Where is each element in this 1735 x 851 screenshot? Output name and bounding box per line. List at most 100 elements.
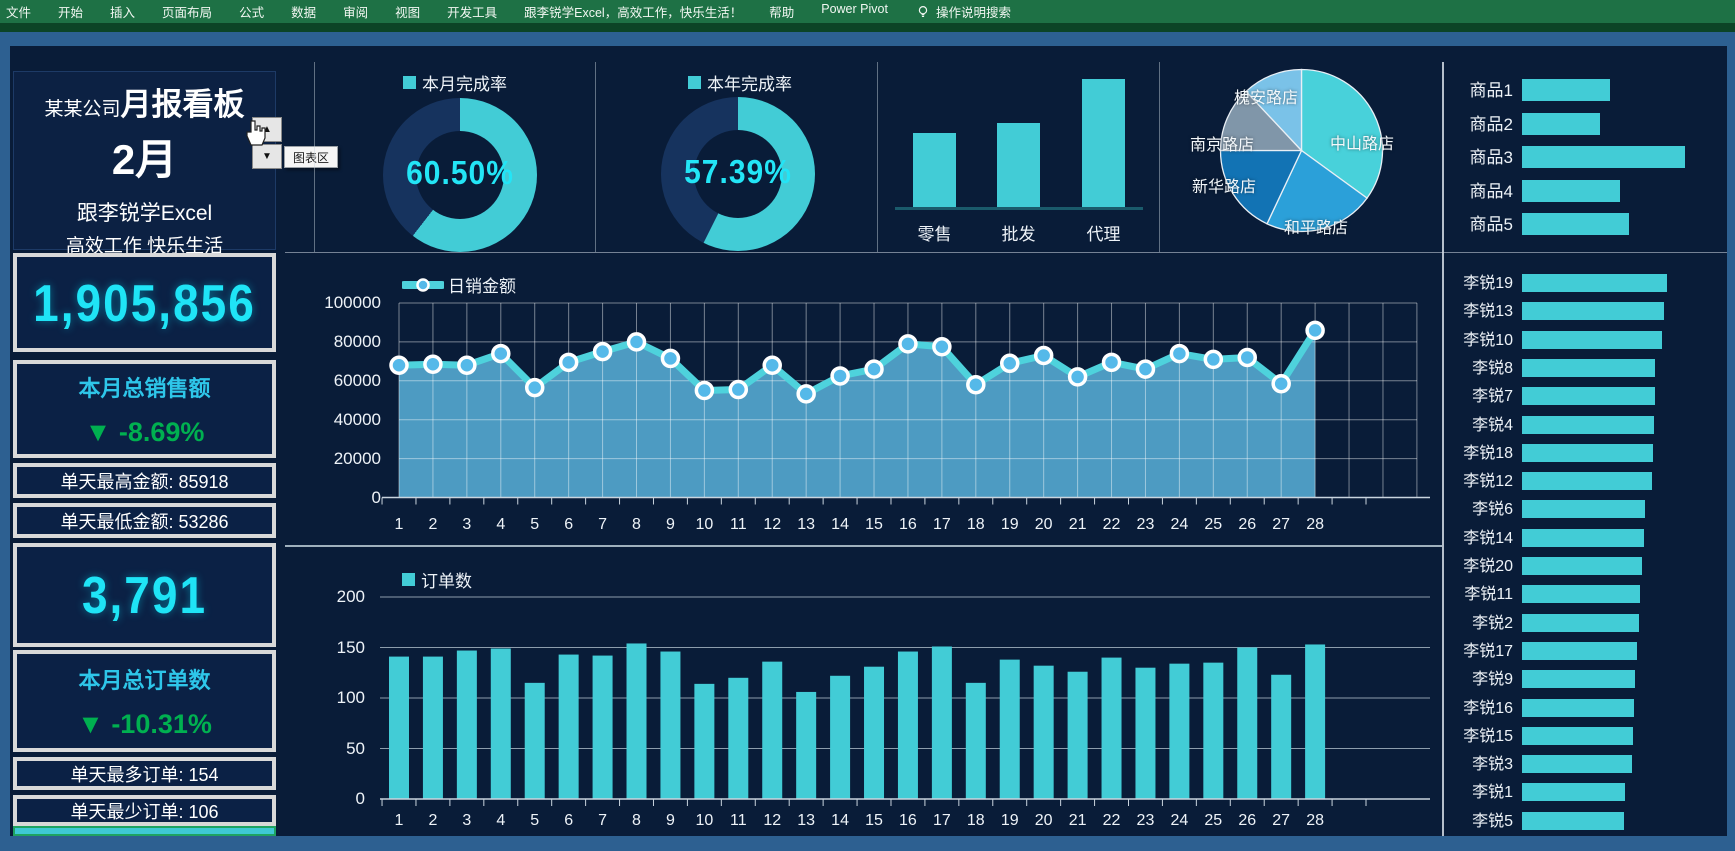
sales-area	[399, 330, 1316, 498]
channel-bar-chart[interactable]: 零售 批发 代理	[877, 62, 1159, 252]
order-bar	[1067, 671, 1088, 799]
tell-me-search[interactable]: 操作说明搜索	[915, 2, 1011, 21]
ribbon-tab[interactable]: 帮助	[769, 6, 795, 20]
y-tick-label: 100000	[324, 293, 381, 312]
y-tick-label: 0	[371, 487, 381, 507]
kpi-sales-change-card[interactable]: 本月总销售额 ▼ -8.69%	[13, 360, 276, 458]
ribbon-tab[interactable]: 页面布局	[162, 6, 213, 20]
kpi-orders-max-card[interactable]: 单天最多订单: 154	[13, 757, 276, 790]
x-tick-label: 26	[1238, 516, 1257, 533]
spinner-down-button[interactable]: ▼	[252, 144, 282, 169]
legend-square-icon	[688, 76, 701, 89]
orders-total-value: 3,791	[81, 565, 208, 625]
x-tick-label: 25	[1204, 516, 1223, 533]
x-tick-label: 12	[763, 812, 782, 829]
order-bar	[1135, 667, 1156, 799]
order-bar	[1101, 657, 1122, 799]
kpi-sales-max-card[interactable]: 单天最高金额: 85918	[13, 463, 276, 498]
daily-sales-chart[interactable]	[285, 252, 1442, 546]
x-tick-label: 19	[1000, 812, 1019, 829]
x-tick-label: 15	[865, 516, 883, 533]
x-tick-label: 24	[1170, 516, 1189, 533]
legend-square-icon	[402, 573, 415, 586]
product-bar	[1522, 79, 1610, 101]
sales-marker	[1101, 352, 1122, 373]
divider	[285, 545, 1442, 547]
pie-slice	[1219, 149, 1303, 225]
sales-label: 本月总销售额	[78, 375, 211, 401]
pie-slice	[1219, 90, 1304, 152]
staff-label: 李锐16	[1463, 699, 1513, 717]
order-bar	[490, 648, 511, 799]
ribbon-tab[interactable]: 文件	[6, 6, 32, 20]
ribbon-tab[interactable]: 跟李锐学Excel，高效工作，快乐生活！	[524, 6, 743, 20]
ribbon-tab[interactable]: 开发工具	[447, 6, 498, 20]
sales-marker	[694, 380, 715, 401]
kpi-sales-min-card[interactable]: 单天最低金额: 53286	[13, 503, 276, 538]
x-tick-label: 22	[1102, 812, 1121, 829]
order-bar	[864, 666, 885, 799]
order-bar	[931, 646, 952, 799]
channel-baseline	[895, 207, 1143, 210]
staff-label: 李锐13	[1463, 303, 1513, 321]
sales-max-label: 单天最高金额:	[60, 471, 174, 492]
orders-min-value: 106	[188, 801, 219, 822]
store-pie-chart[interactable]	[1210, 59, 1394, 243]
right-panel-divider	[1442, 62, 1444, 836]
month-value: 2月	[111, 136, 178, 183]
staff-label: 李锐1	[1472, 784, 1513, 802]
ribbon-tab[interactable]: 公式	[239, 6, 265, 20]
selected-cell[interactable]	[13, 826, 276, 836]
chart-area-tooltip: 图表区	[284, 146, 338, 168]
divider	[595, 62, 596, 252]
x-tick-label: 5	[530, 516, 540, 533]
x-tick-label: 23	[1136, 812, 1155, 829]
sales-marker	[898, 334, 918, 354]
month-spinner: ▲ ▼	[252, 117, 282, 171]
lightbulb-icon	[918, 5, 928, 17]
pie-slice-label: 和平路店	[1284, 220, 1349, 237]
ribbon-tab[interactable]: 开始	[58, 6, 84, 20]
channel-bar	[913, 133, 956, 207]
kpi-sales-total-card[interactable]: 1,905,856	[13, 253, 276, 352]
sales-marker	[932, 337, 952, 357]
sales-marker	[524, 377, 545, 398]
spinner-up-button[interactable]: ▲	[252, 117, 282, 142]
ribbon-tab[interactable]: 审阅	[343, 6, 369, 20]
products-bar-panel[interactable]: 商品1 商品2 商品3 商品4 商品5	[1442, 62, 1727, 252]
sales-marker	[491, 343, 511, 364]
sales-marker	[1237, 347, 1257, 368]
staff-label: 李锐8	[1472, 359, 1513, 377]
ribbon-tab[interactable]: 插入	[110, 6, 136, 20]
staff-ranking-panel[interactable]: 李锐19 李锐13 李锐10 李锐8 李锐7 李锐4 李锐18 李锐12 李锐6 李锐14 李锐20…	[1442, 254, 1727, 836]
staff-bar	[1522, 302, 1664, 321]
ribbon-tab[interactable]: 视图	[395, 6, 421, 20]
ribbon-lower-strip	[0, 23, 1735, 32]
y-tick-label: 200	[336, 587, 365, 606]
product-bar	[1522, 112, 1600, 135]
staff-label: 李锐7	[1472, 388, 1513, 406]
x-tick-label: 7	[598, 516, 608, 533]
staff-bar	[1522, 500, 1645, 519]
sales-change: ▼ -8.69%	[84, 416, 205, 447]
ribbon-tab[interactable]: Power Pivot	[821, 2, 888, 16]
kpi-orders-min-card[interactable]: 单天最少订单: 106	[13, 795, 276, 826]
daily-orders-chart[interactable]	[285, 546, 1442, 836]
sales-marker	[592, 341, 613, 362]
sales-marker	[558, 352, 579, 373]
kpi-orders-total-card[interactable]: 3,791	[13, 543, 276, 647]
ribbon-tab[interactable]: 数据	[291, 6, 317, 20]
staff-label: 李锐20	[1463, 558, 1513, 575]
staff-bar	[1522, 613, 1639, 632]
board-title: 月报看板	[120, 87, 245, 122]
sales-max-value: 85918	[178, 471, 229, 492]
kpi-orders-change-card[interactable]: 本月总订单数 ▼ -10.31%	[13, 650, 276, 752]
sales-marker	[1305, 320, 1325, 341]
x-tick-label: 13	[797, 812, 816, 829]
staff-label: 李锐12	[1463, 473, 1513, 491]
x-tick-label: 23	[1136, 516, 1155, 533]
x-tick-label: 4	[496, 516, 506, 533]
x-tick-label: 13	[797, 516, 816, 533]
sales-marker	[864, 359, 884, 379]
